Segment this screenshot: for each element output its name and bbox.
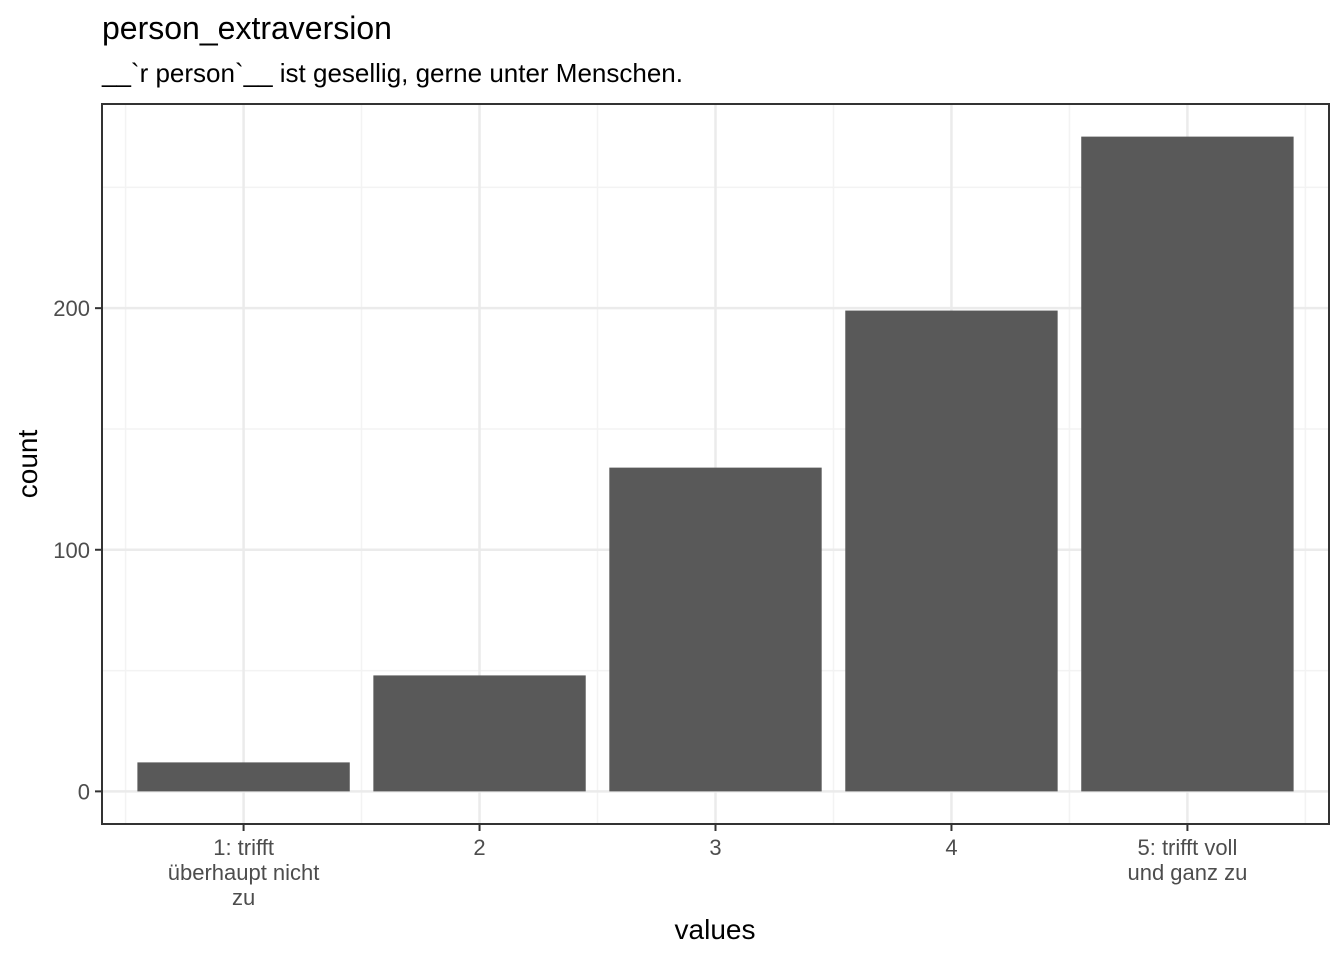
- y-axis-title: count: [12, 430, 43, 499]
- x-tick-label: überhaupt nicht: [168, 860, 320, 885]
- y-tick-label: 100: [53, 538, 90, 563]
- bar-5: [1081, 136, 1294, 792]
- x-axis-title: values: [675, 914, 756, 945]
- x-tick-label: 4: [945, 835, 957, 860]
- bar-1: [137, 762, 350, 792]
- bars: [137, 136, 1294, 792]
- x-tick-label: und ganz zu: [1127, 860, 1247, 885]
- x-tick-label: zu: [232, 885, 255, 910]
- bar-3: [609, 467, 822, 792]
- x-tick-label: 5: trifft voll: [1137, 835, 1237, 860]
- x-tick-label: 3: [709, 835, 721, 860]
- y-tick-label: 200: [53, 296, 90, 321]
- bar-2: [373, 675, 586, 792]
- chart-title: person_extraversion: [102, 10, 392, 46]
- bar-4: [845, 310, 1058, 792]
- x-tick-label: 2: [473, 835, 485, 860]
- y-tick-label: 0: [78, 779, 90, 804]
- chart-subtitle: __`r person`__ ist gesellig, gerne unter…: [102, 58, 683, 88]
- x-tick-label: 1: trifft: [213, 835, 274, 860]
